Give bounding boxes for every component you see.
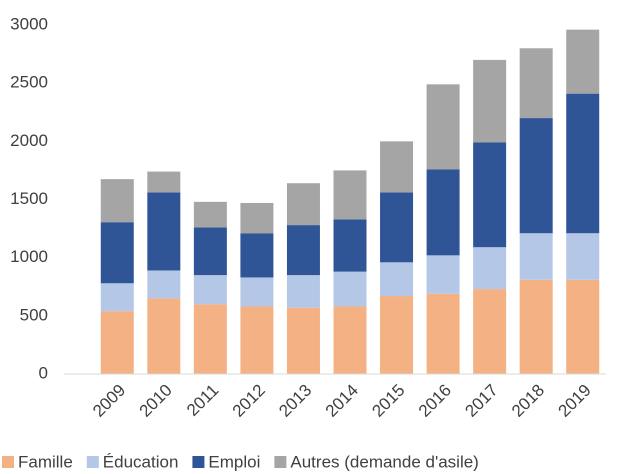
bar-segment [193,227,227,276]
x-tick-label: 2016 [415,381,455,421]
bar-segment [147,171,181,193]
bar-segment [286,225,320,276]
legend-label: Emploi [208,452,260,471]
bar-segment [240,306,274,374]
bar-segment [380,141,414,193]
legend-label: Autres (demande d'asile) [290,452,478,471]
bar-segment [519,118,553,234]
bar-segment [240,277,274,307]
bar-segment [147,192,181,271]
legend-label: Famille [18,452,73,471]
bar-segment [380,192,414,263]
legend-swatch [274,456,287,468]
y-tick-label: 2000 [10,131,48,150]
bar-segment [426,293,460,374]
y-tick-label: 0 [39,363,48,382]
bar-segment [333,306,367,374]
y-tick-label: 1000 [10,247,48,266]
bar-segment [566,29,600,94]
bar-segment [380,296,414,374]
bar-segment [100,222,134,284]
x-tick-label: 2009 [89,381,129,421]
x-tick-label: 2018 [508,381,548,421]
bar-segment [193,201,227,228]
x-tick-label: 2015 [368,381,408,421]
y-tick-label: 2500 [10,73,48,92]
bar-segment [519,48,553,119]
bar-segment [147,270,181,299]
legend-label: Éducation [103,452,179,471]
bar-segment [380,262,414,297]
x-tick-label: 2017 [461,381,501,421]
bar-segment [426,84,460,170]
legend-swatch [192,456,205,468]
y-tick-label: 1500 [10,189,48,208]
x-tick-label: 2010 [136,381,176,421]
y-tick-label: 3000 [10,14,48,33]
bar-segment [240,202,274,234]
bar-segment [100,179,134,223]
y-tick-label: 500 [20,305,48,324]
bar-segment [286,275,320,308]
x-tick-label: 2014 [322,381,362,421]
bar-segment [333,271,367,307]
bar-segment [100,283,134,312]
bar-segment [519,279,553,374]
legend-swatch [86,456,99,468]
bar-segment [473,142,507,248]
bar-segment [193,275,227,305]
bar-segment [333,219,367,272]
x-tick-label: 2019 [555,381,595,421]
x-tick-label: 2011 [183,381,222,420]
bar-segment [100,311,134,374]
bar-segment [426,169,460,256]
bar-segment [286,307,320,374]
bar-segment [519,233,553,280]
bar-segment [473,289,507,374]
x-tick-label: 2012 [229,381,269,421]
bar-segment [147,298,181,374]
bar-segment [473,247,507,290]
bar-segment [566,233,600,280]
legend-swatch [2,456,14,468]
bar-segment [240,233,274,278]
bar-segment [286,183,320,226]
bar-segment [193,304,227,374]
bar-segment [333,170,367,220]
bar-segment [566,93,600,234]
bar-segment [473,59,507,143]
x-tick-label: 2013 [275,381,315,421]
bar-segment [566,279,600,374]
bar-segment [426,255,460,294]
